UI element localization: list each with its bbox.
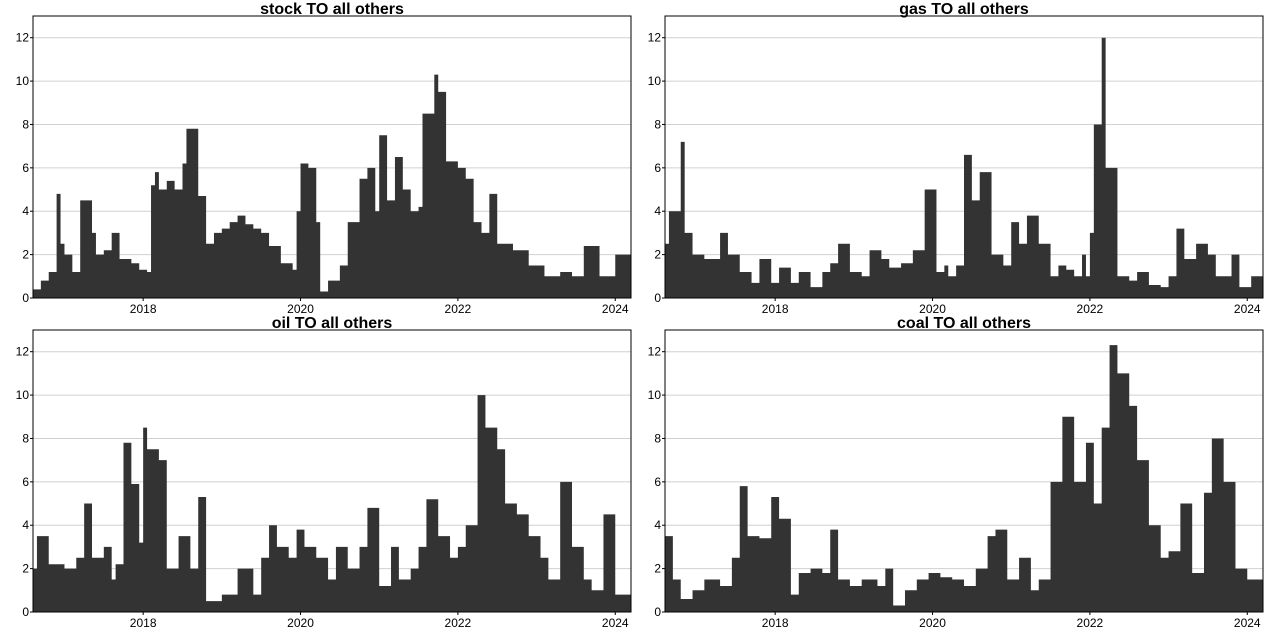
stock-plot-frame xyxy=(32,15,632,299)
oil-y-tick-label: 0 xyxy=(22,605,29,619)
gas-y-tick-label: 10 xyxy=(648,74,662,88)
oil-panel-title: oil TO all others xyxy=(272,315,393,332)
coal-x-tick-label: 2022 xyxy=(1077,616,1104,629)
coal-x-tick-label: 2024 xyxy=(1234,616,1261,629)
coal-y-tick-label: 0 xyxy=(654,605,661,619)
stock-y-tick-label: 2 xyxy=(22,248,29,262)
oil-x-tick-label: 2018 xyxy=(130,616,157,629)
gas-x-tick-label: 2018 xyxy=(762,302,789,316)
oil-panel: 0 2 4 6 8 10 12 2018 2020 2022 2024 oil TO all othe… xyxy=(16,315,632,629)
coal-panel: 0 2 4 6 8 10 12 2018 2020 2022 2024 coal TO all oth… xyxy=(648,315,1264,629)
oil-y-tick-label: 10 xyxy=(16,388,30,402)
gas-x-tick-label: 2022 xyxy=(1077,302,1104,316)
oil-series-area xyxy=(33,395,631,612)
oil-plot-frame xyxy=(32,329,632,613)
gas-y-tick-label: 2 xyxy=(654,248,661,262)
stock-x-tick-label: 2020 xyxy=(287,302,314,316)
coal-y-tick-label: 12 xyxy=(648,345,662,359)
gas-plot-frame xyxy=(664,15,1264,299)
stock-y-tick-label: 6 xyxy=(22,161,29,175)
gas-x-tick-label: 2020 xyxy=(919,302,946,316)
stock-series-area xyxy=(33,74,631,298)
coal-y-tick-label: 8 xyxy=(654,431,661,445)
gas-y-tick-label: 8 xyxy=(654,117,661,131)
coal-x-tick-label: 2020 xyxy=(919,616,946,629)
gas-panel: 0 2 4 6 8 10 12 2018 2020 2022 2024 gas TO all othe… xyxy=(648,1,1264,316)
gas-y-tick-label: 6 xyxy=(654,161,661,175)
stock-y-tick-label: 10 xyxy=(16,74,30,88)
coal-x-tick-label: 2018 xyxy=(762,616,789,629)
coal-panel-title: coal TO all others xyxy=(897,315,1031,332)
stock-panel-title: stock TO all others xyxy=(260,1,404,18)
stock-y-tick-label: 4 xyxy=(22,204,29,218)
gas-y-tick-label: 4 xyxy=(654,204,661,218)
gas-series-area xyxy=(665,37,1263,298)
coal-y-tick-label: 2 xyxy=(654,562,661,576)
oil-y-tick-label: 2 xyxy=(22,562,29,576)
gas-x-tick-label: 2024 xyxy=(1234,302,1261,316)
oil-x-tick-label: 2024 xyxy=(602,616,629,629)
coal-y-tick-label: 4 xyxy=(654,518,661,532)
oil-y-tick-label: 6 xyxy=(22,475,29,489)
stock-panel: 0 2 4 6 8 10 12 2018 2020 2022 2024 stock TO all ot… xyxy=(16,1,632,316)
coal-series-area xyxy=(665,345,1263,612)
stock-y-tick-label: 8 xyxy=(22,117,29,131)
coal-y-tick-label: 6 xyxy=(654,475,661,489)
gas-panel-title: gas TO all others xyxy=(899,1,1029,18)
oil-y-tick-label: 12 xyxy=(16,345,30,359)
oil-x-tick-label: 2022 xyxy=(445,616,472,629)
oil-x-tick-label: 2020 xyxy=(287,616,314,629)
stock-x-tick-label: 2022 xyxy=(445,302,472,316)
stock-x-tick-label: 2018 xyxy=(130,302,157,316)
stock-x-tick-label: 2024 xyxy=(602,302,629,316)
oil-y-tick-label: 4 xyxy=(22,518,29,532)
oil-y-tick-label: 8 xyxy=(22,431,29,445)
gas-y-tick-label: 12 xyxy=(648,31,662,45)
stock-y-tick-label: 0 xyxy=(22,291,29,305)
coal-plot-frame xyxy=(664,329,1264,613)
gas-y-tick-label: 0 xyxy=(654,291,661,305)
stock-y-tick-label: 12 xyxy=(16,31,30,45)
coal-y-tick-label: 10 xyxy=(648,388,662,402)
